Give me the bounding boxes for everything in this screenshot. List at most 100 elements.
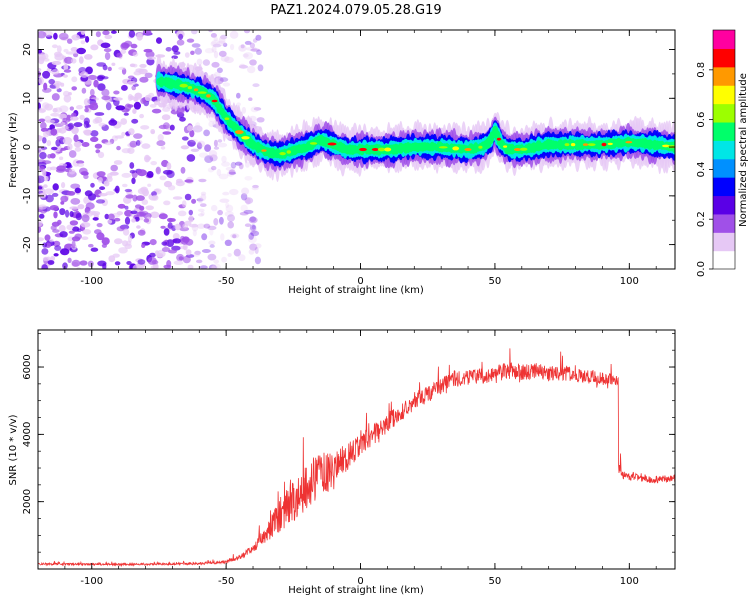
noise-blob — [196, 259, 203, 264]
noise-blob — [73, 122, 83, 128]
colorbar-tick-label: 0.2 — [696, 211, 707, 227]
noise-blob — [65, 209, 70, 218]
noise-blob — [53, 211, 58, 219]
noise-blob — [249, 226, 257, 235]
noise-blob — [80, 222, 91, 228]
noise-blob — [233, 248, 241, 257]
noise-blob — [121, 172, 132, 178]
noise-blob — [242, 53, 249, 58]
noise-blob — [150, 265, 157, 269]
noise-blob — [78, 56, 84, 64]
noise-blob — [140, 186, 149, 193]
noise-blob — [185, 238, 194, 246]
noise-blob — [218, 50, 227, 57]
noise-blob — [100, 42, 111, 49]
noise-blob — [51, 69, 60, 75]
noise-blob — [116, 145, 121, 151]
noise-blob — [176, 39, 185, 46]
noise-blob — [166, 162, 172, 170]
noise-blob — [189, 223, 199, 228]
ridge-peak — [503, 145, 508, 148]
noise-blob — [38, 204, 47, 210]
noise-blob — [38, 219, 43, 227]
noise-blob — [94, 112, 105, 116]
noise-blob — [71, 76, 78, 83]
x-tick-label: -50 — [218, 576, 234, 587]
noise-blob — [244, 223, 252, 227]
noise-blob — [218, 36, 226, 44]
ridge-peak — [197, 91, 207, 94]
noise-blob — [41, 248, 49, 255]
noise-blob — [55, 139, 61, 147]
noise-blob — [217, 142, 228, 148]
ridge-peak — [607, 142, 613, 146]
noise-blob — [59, 248, 70, 256]
noise-blob — [125, 194, 134, 199]
ridge-peak — [235, 130, 244, 135]
noise-blob — [59, 208, 66, 216]
noise-blob — [188, 209, 193, 216]
noise-blob — [229, 30, 239, 39]
noise-blob — [247, 235, 257, 243]
noise-blob — [221, 256, 228, 263]
noise-blob — [82, 229, 92, 235]
noise-blob — [193, 252, 201, 257]
noise-blob — [228, 169, 236, 175]
y-tick-label: 2000 — [22, 489, 33, 514]
noise-blob — [97, 83, 106, 91]
noise-blob — [151, 194, 159, 201]
noise-blob — [182, 243, 188, 251]
noise-blob — [251, 46, 257, 52]
noise-blob — [81, 142, 90, 147]
noise-blob — [228, 171, 237, 175]
noise-blob — [209, 265, 219, 269]
noise-blob — [207, 167, 214, 173]
noise-blob — [196, 142, 203, 150]
noise-blob — [189, 129, 195, 138]
noise-blob — [137, 259, 146, 265]
noise-blob — [186, 154, 196, 162]
noise-blob — [249, 42, 255, 49]
noise-blob — [161, 114, 171, 121]
noise-blob — [70, 198, 81, 205]
noise-blob — [139, 113, 145, 119]
noise-blob — [93, 79, 99, 88]
spectrogram-marks — [38, 30, 675, 269]
noise-blob — [222, 191, 230, 196]
noise-blob — [63, 63, 69, 71]
colorbar-frame — [712, 29, 736, 270]
noise-blob — [51, 44, 58, 49]
y-tick-label: 10 — [22, 92, 33, 105]
noise-blob — [150, 211, 160, 219]
noise-blob — [208, 150, 218, 158]
noise-blob — [255, 34, 262, 41]
noise-blob — [43, 184, 48, 188]
ridge-peak — [309, 142, 318, 145]
noise-blob — [177, 210, 187, 217]
ridge-peak — [241, 136, 250, 140]
noise-blob — [134, 216, 140, 222]
noise-blob — [71, 259, 81, 267]
noise-blob — [162, 169, 173, 175]
colorbar-swatch — [713, 232, 735, 252]
noise-blob — [230, 43, 235, 51]
colorbar-swatch — [713, 195, 735, 215]
noise-blob — [171, 45, 179, 53]
noise-blob — [133, 101, 141, 110]
noise-blob — [49, 205, 59, 211]
y-tick-label: -20 — [22, 236, 33, 252]
noise-blob — [76, 162, 85, 167]
noise-blob — [114, 261, 121, 266]
colorbar-swatch — [713, 140, 735, 160]
noise-blob — [194, 250, 201, 255]
noise-blob — [198, 208, 205, 212]
noise-blob — [95, 199, 106, 204]
noise-blob — [211, 266, 217, 269]
noise-blob — [200, 191, 207, 196]
noise-blob — [230, 233, 240, 239]
noise-blob — [149, 104, 157, 108]
noise-blob — [172, 233, 180, 240]
noise-blob — [250, 230, 260, 237]
noise-blob — [114, 238, 123, 245]
